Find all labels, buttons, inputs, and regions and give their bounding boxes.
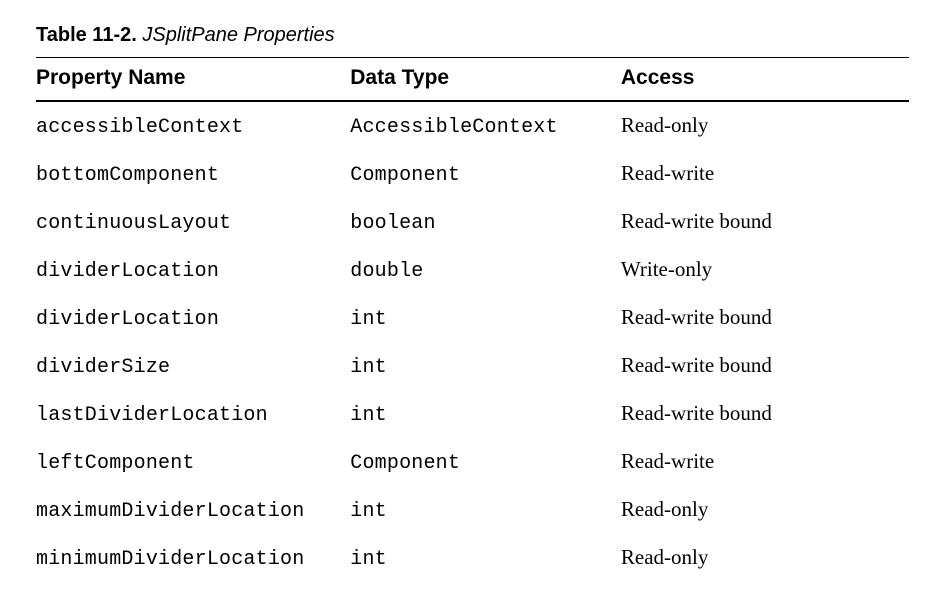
cell-property-name: accessibleContext: [36, 102, 350, 150]
table-row: dividerSize int Read-write bound: [36, 342, 909, 390]
table-row: minimumDividerLocation int Read-only: [36, 534, 909, 582]
table-row: continuousLayout boolean Read-write boun…: [36, 198, 909, 246]
cell-access: Read-write bound: [621, 390, 909, 438]
cell-access: Read-write bound: [621, 342, 909, 390]
cell-access: Write-only: [621, 246, 909, 294]
cell-access: Read-only: [621, 102, 909, 150]
cell-data-type: int: [350, 390, 621, 438]
cell-access: Read-write bound: [621, 294, 909, 342]
table-head: Property Name Data Type Access: [36, 58, 909, 96]
cell-property-name: bottomComponent: [36, 150, 350, 198]
cell-data-type: Component: [350, 150, 621, 198]
table-header-row: Property Name Data Type Access: [36, 58, 909, 96]
cell-data-type: AccessibleContext: [350, 102, 621, 150]
caption-title: JSplitPane Properties: [142, 24, 334, 46]
page: Table 11-2. JSplitPane Properties Proper…: [0, 0, 945, 610]
cell-data-type: int: [350, 294, 621, 342]
table-row: dividerLocation double Write-only: [36, 246, 909, 294]
table-row: accessibleContext AccessibleContext Read…: [36, 102, 909, 150]
cell-property-name: dividerSize: [36, 342, 350, 390]
table-row: maximumDividerLocation int Read-only: [36, 486, 909, 534]
table-body: accessibleContext AccessibleContext Read…: [36, 102, 909, 582]
cell-access: Read-write: [621, 438, 909, 486]
cell-access: Read-write: [621, 150, 909, 198]
cell-property-name: lastDividerLocation: [36, 390, 350, 438]
properties-table: Property Name Data Type Access: [36, 58, 909, 96]
cell-data-type: int: [350, 342, 621, 390]
cell-data-type: int: [350, 486, 621, 534]
properties-table-body: accessibleContext AccessibleContext Read…: [36, 102, 909, 582]
table-row: bottomComponent Component Read-write: [36, 150, 909, 198]
cell-data-type: int: [350, 534, 621, 582]
col-header-property-name: Property Name: [36, 58, 350, 96]
cell-data-type: double: [350, 246, 621, 294]
col-header-data-type: Data Type: [350, 58, 621, 96]
cell-property-name: maximumDividerLocation: [36, 486, 350, 534]
table-row: lastDividerLocation int Read-write bound: [36, 390, 909, 438]
caption-label: Table 11-2.: [36, 24, 137, 46]
cell-access: Read-only: [621, 534, 909, 582]
cell-property-name: dividerLocation: [36, 246, 350, 294]
cell-property-name: leftComponent: [36, 438, 350, 486]
cell-property-name: continuousLayout: [36, 198, 350, 246]
table-row: leftComponent Component Read-write: [36, 438, 909, 486]
cell-data-type: boolean: [350, 198, 621, 246]
cell-access: Read-only: [621, 486, 909, 534]
col-header-access: Access: [621, 58, 909, 96]
cell-access: Read-write bound: [621, 198, 909, 246]
cell-property-name: dividerLocation: [36, 294, 350, 342]
cell-property-name: minimumDividerLocation: [36, 534, 350, 582]
table-caption: Table 11-2. JSplitPane Properties: [36, 24, 909, 47]
table-row: dividerLocation int Read-write bound: [36, 294, 909, 342]
cell-data-type: Component: [350, 438, 621, 486]
